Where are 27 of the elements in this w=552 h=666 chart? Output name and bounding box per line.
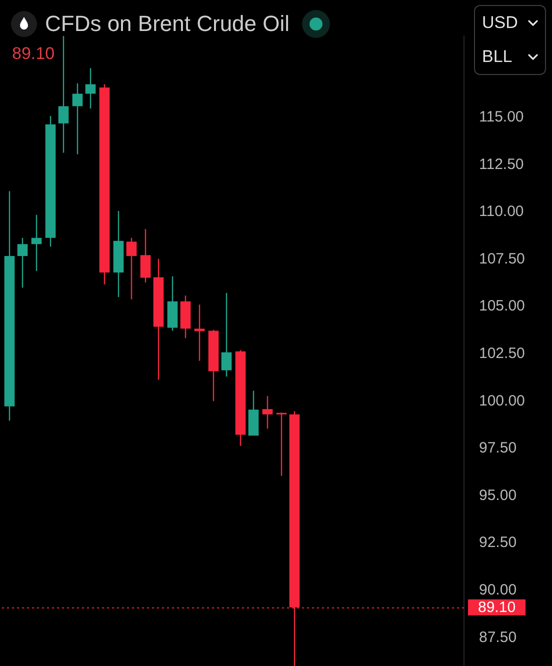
y-tick-label: 87.50 (479, 628, 517, 646)
y-tick-label: 112.50 (479, 156, 524, 173)
y-tick-label: 95.00 (479, 486, 517, 504)
candlestick (194, 304, 205, 362)
candlestick (126, 237, 137, 300)
chart-title: CFDs on Brent Crude Oil (45, 11, 290, 37)
dropdown-panel: USD BLL (474, 5, 546, 75)
y-tick-label: 105.00 (479, 298, 525, 315)
candlestick (58, 35, 69, 154)
annotation: 89.10 (12, 44, 55, 64)
y-tick-label: 97.50 (479, 440, 517, 457)
y-tick-label: 92.50 (479, 534, 517, 552)
y-tick-label: 107.50 (479, 250, 525, 268)
y-tick-label: 110.00 (479, 203, 524, 220)
candlestick (140, 228, 151, 284)
candlestick (72, 82, 83, 155)
candlestick (276, 412, 287, 476)
y-tick-label: 102.50 (479, 344, 525, 362)
candlestick (31, 214, 42, 272)
candlestick (262, 395, 273, 430)
y-tick-label: 90.00 (479, 581, 517, 598)
candlestick (85, 68, 96, 110)
candlestick (17, 237, 28, 288)
y-tick-label: 100.00 (479, 392, 525, 410)
y-tick-label: 115.00 (479, 108, 524, 126)
candlestick (221, 292, 232, 378)
ref-line-label: 89.10 (478, 598, 516, 616)
